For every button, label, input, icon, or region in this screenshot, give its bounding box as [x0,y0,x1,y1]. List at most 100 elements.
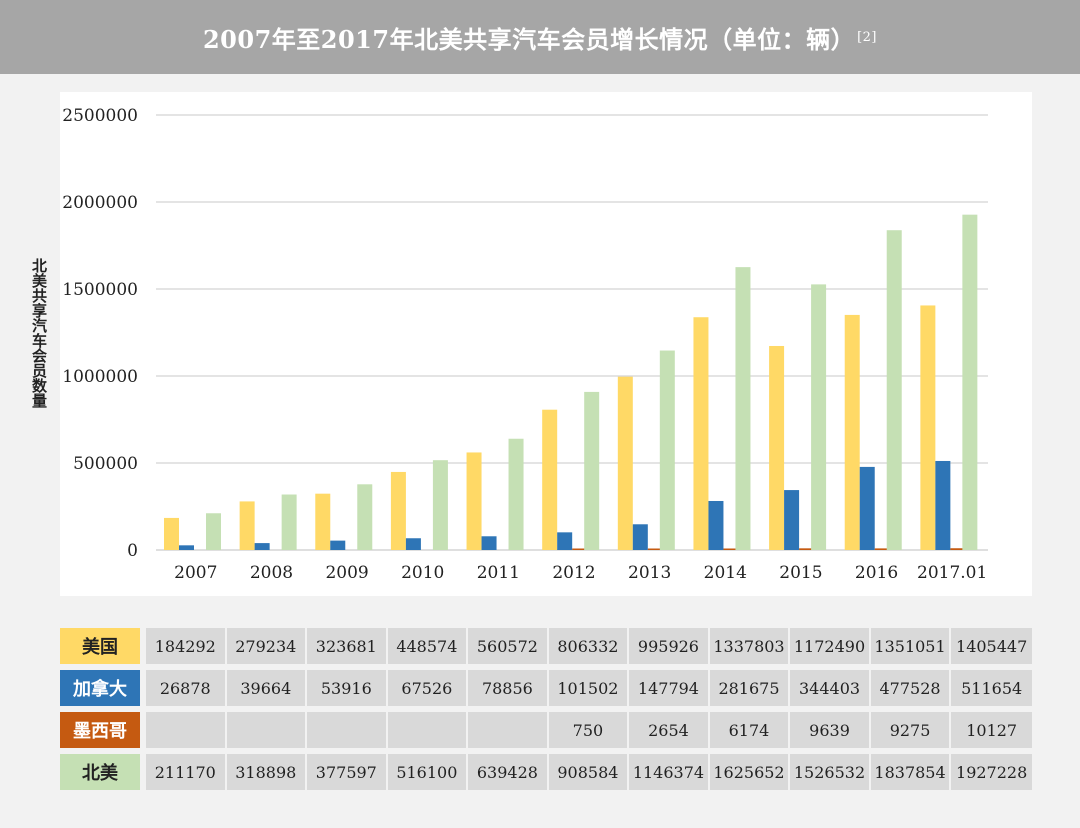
bar-us [617,376,633,550]
bar-chart: 0 500000 1000000 1500000 2000000 2500000 2007 2… [62,106,988,583]
table-cell: 344403 [790,670,871,706]
table-cell: 318898 [226,754,308,790]
table-cell: 516100 [387,754,469,790]
table-cell [146,712,227,748]
table-cell: 9639 [790,712,871,748]
bar-us [390,471,406,550]
table-cell: 67526 [387,670,469,706]
bar-north-america [886,230,902,550]
table-cell: 279234 [226,628,308,664]
bar-us [239,501,255,550]
table-row: 加拿大 26878 39664 53916 67526 78856 101502 147794… [60,670,1032,706]
title-reference: [2] [857,29,877,45]
x-tick-label: 2007 [174,563,217,583]
bar-us [466,452,482,550]
row-label: 加拿大 [60,670,146,706]
table-cell: 53916 [307,670,388,706]
table-cell: 10127 [951,712,1032,748]
table-row: 北美 211170 318898 377597 516100 639428 908584 11… [60,754,1032,790]
y-axis-label: 北美共享汽车会员数量 [30,258,48,408]
table-cell: 1625652 [709,754,791,790]
table-cell: 78856 [468,670,549,706]
table-cell: 639428 [468,754,549,790]
bar-mexico [647,548,663,550]
table-cell: 511654 [951,670,1032,706]
bar-canada [254,543,270,550]
row-label: 北美 [60,754,146,790]
table-cell: 995926 [629,628,710,664]
bar-canada [481,536,497,550]
row-label: 美国 [60,628,146,664]
table-cell: 908584 [548,754,630,790]
table-cell: 1526532 [790,754,871,790]
table-cell: 26878 [146,670,227,706]
bar-canada [330,540,346,550]
bar-canada [557,532,573,550]
y-tick-label: 500000 [73,454,138,474]
title-bar: 2007年至2017年北美共享汽车会员增长情况（单位：辆） [2] [0,0,1080,74]
table-cell: 377597 [307,754,388,790]
table-cell: 1837854 [870,754,952,790]
bar-us [693,317,709,550]
table-cell: 323681 [307,628,388,664]
x-tick-label: 2012 [552,563,595,583]
bar-us [769,345,785,550]
bar-us [844,314,860,550]
table-cell: 750 [548,712,630,748]
x-tick-label: 2016 [855,563,898,583]
x-tick-label: 2009 [325,563,368,583]
table-cell: 1337803 [709,628,791,664]
x-tick-label: 2014 [704,563,747,583]
x-tick-label: 2010 [401,563,444,583]
y-tick-label: 1000000 [62,367,138,387]
bar-north-america [962,214,978,550]
bar-north-america [281,494,297,550]
bar-mexico [950,548,966,550]
bar-north-america [206,513,221,550]
bar-north-america [811,284,827,550]
data-table: 美国 184292 279234 323681 448574 560572 806332 99… [60,622,1032,796]
table-row: 美国 184292 279234 323681 448574 560572 806332 99… [60,628,1032,664]
table-cell: 2654 [629,712,710,748]
table-cell: 1405447 [951,628,1032,664]
x-tick-label: 2013 [628,563,671,583]
table-cell: 211170 [146,754,227,790]
table-cell [387,712,469,748]
x-tick-label: 2011 [477,563,520,583]
bar-north-america [432,460,448,550]
bar-mexico [572,548,588,550]
chart-title: 2007年至2017年北美共享汽车会员增长情况（单位：辆） [202,24,856,54]
bar-north-america [508,438,524,550]
bar-canada [179,545,194,550]
table-cell: 448574 [387,628,469,664]
table-cell [226,712,308,748]
y-tick-label: 2500000 [62,106,138,126]
table-cell: 39664 [226,670,308,706]
bar-canada [405,538,421,550]
bar-canada [708,500,724,550]
table-cell [307,712,388,748]
table-cell: 9275 [870,712,952,748]
bar-north-america [584,391,600,550]
bar-canada [859,466,875,550]
x-tick-label: 2017.01 [917,563,987,583]
bar-us [542,409,558,550]
y-tick-label: 2000000 [62,193,138,213]
bar-us [164,517,179,550]
table-cell: 6174 [709,712,791,748]
table-cell: 147794 [629,670,710,706]
y-tick-label: 1500000 [62,280,138,300]
x-tick-label: 2008 [250,563,293,583]
table-cell: 1351051 [870,628,952,664]
table-cell: 101502 [548,670,630,706]
table-cell [468,712,549,748]
bar-canada [784,490,800,550]
table-cell: 806332 [548,628,630,664]
bar-mexico [874,548,890,550]
table-cell: 1927228 [951,754,1032,790]
bar-north-america [357,484,373,550]
bar-mexico [799,548,815,550]
bar-us [920,305,936,550]
table-cell: 184292 [146,628,227,664]
table-cell: 281675 [709,670,791,706]
